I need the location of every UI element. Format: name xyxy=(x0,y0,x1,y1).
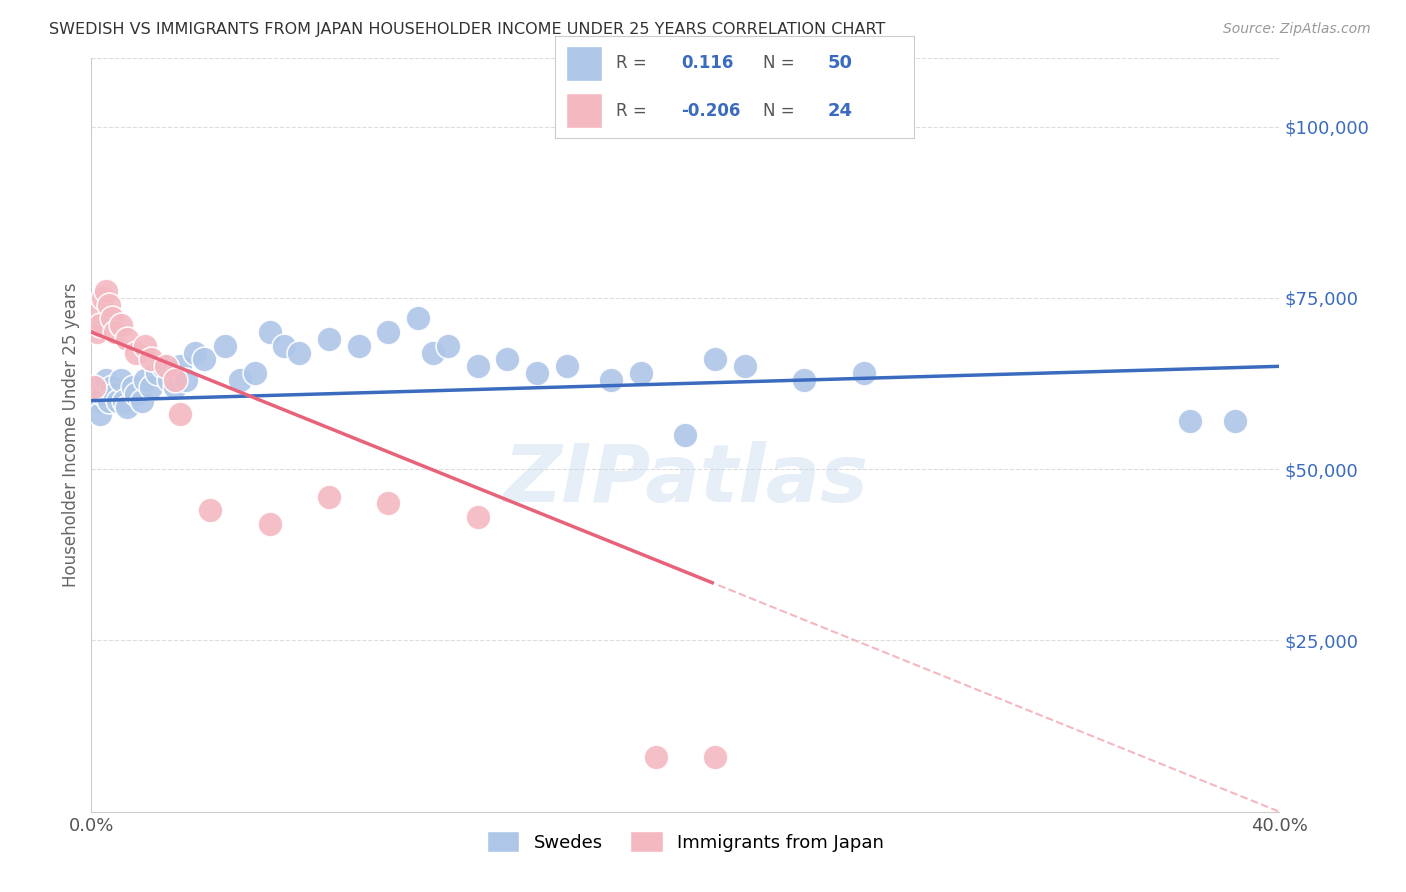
Point xyxy=(852,366,875,380)
Point xyxy=(101,311,124,326)
Text: Source: ZipAtlas.com: Source: ZipAtlas.com xyxy=(1223,22,1371,37)
Point xyxy=(89,407,111,421)
Point xyxy=(122,380,145,394)
Point xyxy=(98,393,121,408)
Text: R =: R = xyxy=(616,54,647,72)
Point xyxy=(86,325,108,339)
Point xyxy=(115,401,138,415)
Point xyxy=(1223,414,1246,428)
Point xyxy=(793,373,815,387)
Text: -0.206: -0.206 xyxy=(681,102,740,120)
Point xyxy=(115,332,138,346)
Point xyxy=(214,339,236,353)
Point xyxy=(110,318,132,333)
Point xyxy=(89,304,111,318)
Point xyxy=(155,359,177,374)
Point xyxy=(125,386,148,401)
Point xyxy=(107,393,129,408)
Point xyxy=(467,510,489,524)
Point xyxy=(704,352,727,367)
Point xyxy=(600,373,623,387)
Point xyxy=(496,352,519,367)
Point xyxy=(555,359,578,374)
Point xyxy=(96,373,118,387)
Point xyxy=(644,750,666,764)
Point xyxy=(104,386,127,401)
Point xyxy=(98,298,121,312)
Point xyxy=(139,380,162,394)
Point xyxy=(184,345,207,359)
Point xyxy=(243,366,266,380)
Point xyxy=(163,373,186,387)
FancyBboxPatch shape xyxy=(567,93,602,128)
FancyBboxPatch shape xyxy=(567,46,602,81)
Point xyxy=(193,352,215,367)
Point xyxy=(96,284,118,298)
Point xyxy=(91,291,114,305)
Legend: Swedes, Immigrants from Japan: Swedes, Immigrants from Japan xyxy=(479,824,891,859)
Point xyxy=(273,339,295,353)
Point xyxy=(259,516,281,531)
Point xyxy=(704,750,727,764)
Point xyxy=(152,359,174,374)
Text: ZIPatlas: ZIPatlas xyxy=(503,441,868,519)
Point xyxy=(200,503,222,517)
Y-axis label: Householder Income Under 25 years: Householder Income Under 25 years xyxy=(62,283,80,587)
Point xyxy=(673,428,696,442)
Point xyxy=(1180,414,1202,428)
Text: N =: N = xyxy=(763,102,794,120)
Point xyxy=(163,380,186,394)
Point xyxy=(86,380,108,394)
Point xyxy=(436,339,458,353)
Point xyxy=(89,318,111,333)
Point xyxy=(318,332,340,346)
Text: SWEDISH VS IMMIGRANTS FROM JAPAN HOUSEHOLDER INCOME UNDER 25 YEARS CORRELATION C: SWEDISH VS IMMIGRANTS FROM JAPAN HOUSEHO… xyxy=(49,22,886,37)
Text: 0.116: 0.116 xyxy=(681,54,734,72)
Point xyxy=(734,359,756,374)
Text: 24: 24 xyxy=(828,102,853,120)
Point xyxy=(110,373,132,387)
Text: 50: 50 xyxy=(828,54,853,72)
Point xyxy=(104,325,127,339)
Point xyxy=(377,496,399,510)
Point xyxy=(526,366,548,380)
Text: N =: N = xyxy=(763,54,794,72)
Text: R =: R = xyxy=(616,102,647,120)
Point xyxy=(145,366,167,380)
Point xyxy=(134,373,156,387)
Point xyxy=(377,325,399,339)
Point xyxy=(229,373,252,387)
Point xyxy=(112,393,135,408)
Point xyxy=(131,393,153,408)
Point xyxy=(467,359,489,374)
Point xyxy=(134,339,156,353)
Point xyxy=(91,386,114,401)
Point xyxy=(157,373,180,387)
Point xyxy=(169,407,191,421)
Point xyxy=(422,345,444,359)
Point xyxy=(139,352,162,367)
Point xyxy=(169,359,191,374)
Point xyxy=(125,345,148,359)
Point xyxy=(259,325,281,339)
Point xyxy=(406,311,429,326)
Point xyxy=(318,490,340,504)
Point xyxy=(83,380,105,394)
Point xyxy=(176,373,198,387)
Point xyxy=(630,366,652,380)
Point xyxy=(347,339,370,353)
Point xyxy=(101,380,124,394)
Point xyxy=(89,393,111,408)
Point xyxy=(288,345,311,359)
